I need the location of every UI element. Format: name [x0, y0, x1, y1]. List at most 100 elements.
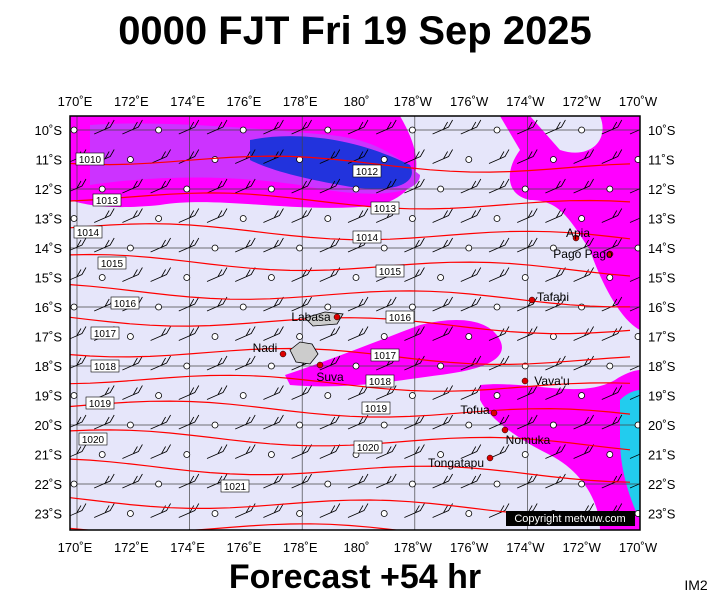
isobar-label-box — [78, 432, 108, 446]
place-dot — [572, 234, 580, 242]
isobar-label-box — [97, 256, 127, 270]
calm-marker — [437, 185, 445, 193]
lon-label: 178˚E — [283, 94, 318, 109]
barb — [517, 237, 538, 253]
barb — [460, 296, 482, 312]
barb — [376, 444, 397, 459]
isobar-label: 1010 — [79, 155, 102, 166]
barb — [432, 119, 453, 135]
calm-marker — [465, 244, 473, 252]
barb — [404, 237, 425, 253]
calm-marker — [380, 333, 388, 340]
calm-marker — [183, 274, 191, 281]
calm-marker — [521, 451, 529, 458]
lon-label: 180˚ — [343, 540, 369, 555]
barb — [122, 119, 143, 135]
lon-label: 174˚E — [170, 540, 205, 555]
calm-marker — [98, 185, 106, 193]
calm-marker — [70, 303, 78, 311]
barb — [319, 503, 341, 518]
barb — [432, 296, 453, 312]
image-code: IM2 — [684, 577, 708, 593]
barb — [488, 149, 510, 164]
calm-marker — [296, 244, 304, 252]
calm-marker — [437, 362, 445, 370]
barb — [629, 188, 640, 194]
barb — [404, 326, 425, 341]
isobar-label-box — [85, 396, 115, 410]
lat-label: 10˚S — [35, 123, 63, 138]
copyright: Copyright metvuw.com — [514, 513, 625, 525]
barb — [178, 208, 200, 223]
calm-marker — [211, 244, 219, 252]
isobar-label: 1015 — [101, 259, 124, 270]
lat-label: 16˚S — [648, 300, 676, 315]
calm-marker — [380, 510, 388, 517]
calm-marker — [408, 303, 416, 311]
barb — [460, 444, 482, 459]
calm-marker — [324, 126, 332, 134]
lon-label: 174˚W — [506, 94, 545, 109]
barb — [263, 503, 284, 518]
calm-marker — [324, 480, 332, 488]
lat-label: 14˚S — [648, 241, 676, 256]
barb — [347, 473, 369, 489]
place-dot — [501, 426, 509, 434]
calm-marker — [493, 126, 501, 134]
place-dot — [279, 350, 287, 358]
barb — [545, 267, 566, 282]
calm-marker — [126, 510, 134, 517]
barb — [347, 503, 369, 518]
isobar-label: 1015 — [379, 267, 402, 278]
isobar — [70, 223, 631, 241]
calm-marker — [211, 510, 219, 517]
barb — [94, 473, 115, 489]
calm-marker — [408, 480, 416, 488]
isobar-label-box — [90, 359, 120, 373]
barb — [629, 365, 640, 371]
calm-marker — [324, 303, 332, 311]
barb — [70, 178, 87, 192]
lat-label: 23˚S — [35, 507, 63, 522]
lon-label: 172˚E — [114, 540, 149, 555]
place-dot — [606, 250, 614, 258]
calm-marker — [296, 510, 304, 517]
calm-marker — [267, 185, 275, 193]
barb — [70, 267, 87, 281]
barb — [206, 178, 228, 194]
calm-marker — [521, 274, 529, 281]
calm-marker — [380, 421, 388, 429]
barb — [601, 149, 623, 164]
calm-marker — [126, 333, 134, 340]
calm-marker — [70, 126, 78, 134]
lat-label: 23˚S — [648, 507, 676, 522]
barb — [178, 119, 200, 135]
lat-label: 21˚S — [35, 448, 63, 463]
barb — [178, 414, 200, 430]
barb — [432, 237, 453, 253]
calm-marker — [550, 333, 557, 340]
calm-marker — [521, 185, 529, 193]
barb — [150, 355, 171, 371]
calm-marker — [296, 421, 304, 429]
barb — [206, 208, 228, 223]
calm-marker — [155, 392, 163, 399]
lat-label: 13˚S — [35, 212, 63, 227]
barb — [94, 119, 115, 135]
graticule — [70, 116, 640, 530]
barb — [319, 414, 341, 430]
barb — [122, 385, 143, 400]
isobar-label: 1014 — [356, 233, 379, 244]
barb — [601, 237, 623, 253]
lon-label: 170˚W — [619, 540, 658, 555]
barb — [460, 119, 482, 135]
isobar-label-box — [73, 225, 103, 239]
calm-marker — [267, 451, 275, 458]
barb — [517, 208, 538, 223]
calm-marker — [324, 392, 332, 399]
calm-marker — [606, 274, 614, 281]
copyright-box — [506, 511, 635, 526]
calm-marker — [352, 274, 360, 281]
calm-marker — [183, 451, 191, 458]
